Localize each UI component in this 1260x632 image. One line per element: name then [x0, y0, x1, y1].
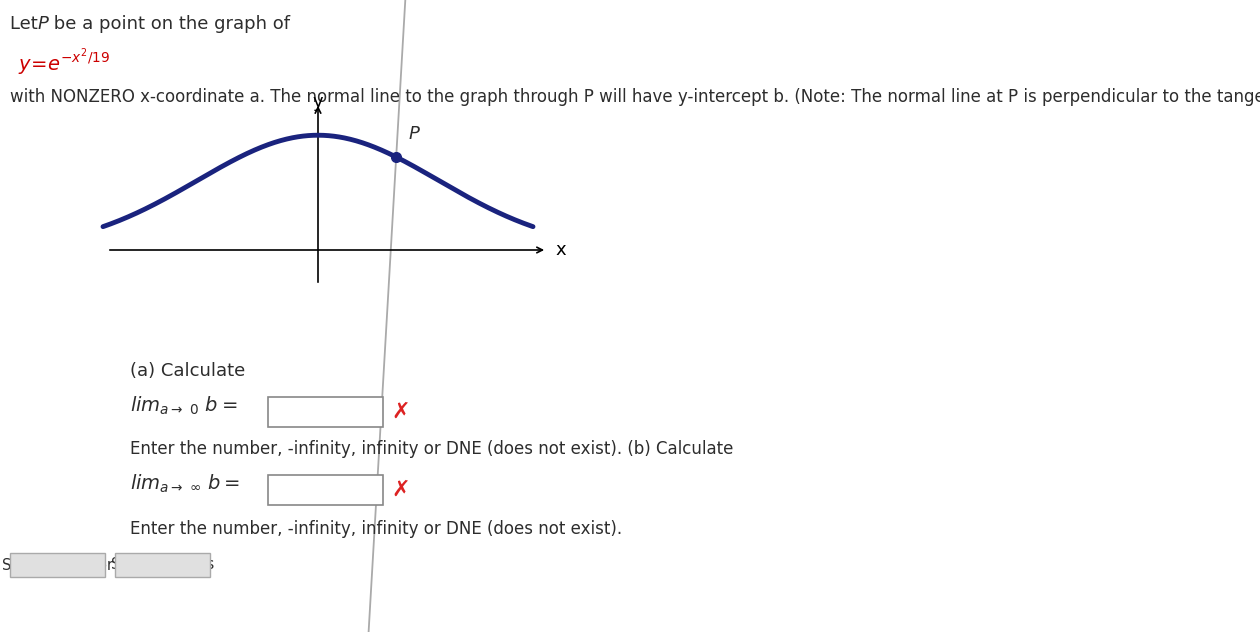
- Bar: [268, 475, 383, 505]
- Text: Let: Let: [10, 15, 44, 33]
- Text: $y\!=\!e^{-x^2/19}$: $y\!=\!e^{-x^2/19}$: [18, 48, 110, 78]
- Text: Enter the number, -infinity, infinity or DNE (does not exist). (b) Calculate: Enter the number, -infinity, infinity or…: [130, 440, 733, 458]
- Text: with NONZERO x-coordinate a. The normal line to the graph through P will have y-: with NONZERO x-coordinate a. The normal …: [10, 88, 1260, 106]
- Text: ✗: ✗: [391, 402, 410, 422]
- Text: (a) Calculate: (a) Calculate: [130, 362, 246, 380]
- Text: x: x: [554, 241, 566, 259]
- Text: Save Progress: Save Progress: [111, 557, 214, 573]
- Bar: [268, 397, 383, 427]
- Bar: [10, 553, 105, 577]
- Text: be a point on the graph of: be a point on the graph of: [48, 15, 290, 33]
- Text: 0: 0: [278, 402, 292, 422]
- Text: Submit Answer: Submit Answer: [3, 557, 113, 573]
- Text: P: P: [408, 125, 420, 143]
- Text: ✗: ✗: [391, 480, 410, 500]
- Text: y: y: [312, 93, 324, 111]
- Text: $\mathit{lim}_{a\to\ 0}$$\ b=$: $\mathit{lim}_{a\to\ 0}$$\ b=$: [130, 395, 237, 417]
- Text: Enter the number, -infinity, infinity or DNE (does not exist).: Enter the number, -infinity, infinity or…: [130, 520, 622, 538]
- Bar: [115, 553, 210, 577]
- Text: $\mathit{lim}_{a\to\ \infty}$$\ b=$: $\mathit{lim}_{a\to\ \infty}$$\ b=$: [130, 473, 241, 495]
- Text: ∞: ∞: [278, 480, 296, 500]
- Text: P: P: [38, 15, 49, 33]
